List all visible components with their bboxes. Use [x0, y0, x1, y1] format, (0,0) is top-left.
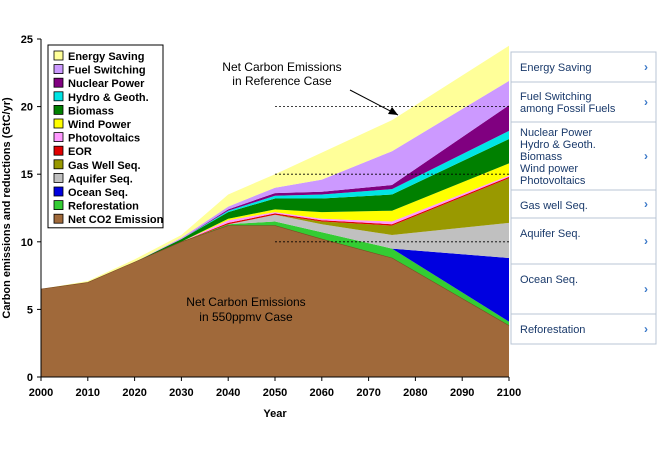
legend-entry: Energy Saving [68, 51, 144, 63]
x-tick-label: 2080 [403, 387, 427, 399]
x-axis-label: Year [263, 408, 287, 420]
legend-entry: Ocean Seq. [68, 187, 128, 199]
legend-entry: Nuclear Power [68, 78, 145, 90]
legend-swatch [53, 91, 64, 102]
legend-entry: EOR [68, 146, 92, 158]
chevron-right-icon: › [644, 282, 648, 296]
y-axis-label: Carbon emissions and reductions (GtC/yr) [1, 97, 13, 319]
reference-annotation-line2: in Reference Case [232, 74, 332, 88]
legend-entry: Biomass [68, 105, 114, 117]
legend-entry: Photovoltaics [68, 133, 140, 145]
legend-swatch [53, 172, 64, 183]
legend-box [47, 44, 164, 229]
x-tick-label: 2030 [169, 387, 193, 399]
y-tick-label: 25 [21, 34, 33, 46]
x-tick-label: 2050 [263, 387, 287, 399]
annotation-arrowhead [388, 107, 398, 115]
legend-entry: Wind Power [68, 119, 132, 131]
side-panel-item-box [510, 263, 657, 315]
y-tick-label: 0 [27, 372, 33, 384]
y-tick-label: 5 [27, 304, 33, 316]
side-panel-item-box [510, 189, 657, 219]
chevron-right-icon: › [644, 95, 648, 109]
side-panel-item-box [510, 121, 657, 191]
legend-swatch [53, 132, 64, 143]
legend-swatch [53, 186, 64, 197]
side-panel-item-label: Hydro & Geoth. [520, 139, 596, 151]
x-tick-label: 2070 [356, 387, 380, 399]
legend-swatch [53, 77, 64, 88]
chevron-right-icon: › [644, 322, 648, 336]
legend-swatch [53, 50, 64, 61]
chevron-right-icon: › [644, 60, 648, 74]
y-tick-label: 10 [21, 237, 33, 249]
x-tick-label: 2060 [310, 387, 334, 399]
side-panel-item-box [510, 217, 657, 265]
legend-entry: Gas Well Seq. [68, 160, 141, 172]
net-annotation-line2: in 550ppmv Case [199, 310, 293, 324]
net-emission-line [40, 225, 510, 326]
x-tick-label: 2010 [76, 387, 100, 399]
legend-entry: Hydro & Geoth. [68, 92, 149, 104]
x-tick-label: 2040 [216, 387, 240, 399]
side-panel-item-label: Nuclear Power [520, 127, 592, 139]
reference-annotation-line1: Net Carbon Emissions [222, 60, 341, 74]
legend-swatch [53, 159, 64, 170]
x-tick-label: 2100 [497, 387, 521, 399]
legend-entry: Reforestation [68, 201, 139, 213]
area-biomass [41, 139, 509, 290]
side-panel-item-label: Ocean Seq. [520, 274, 578, 286]
chevron-right-icon: › [644, 197, 648, 211]
x-tick-label: 2020 [122, 387, 146, 399]
legend-entry: Net CO2 Emission [68, 214, 164, 226]
chevron-right-icon: › [644, 149, 648, 163]
legend-swatch [53, 200, 64, 211]
legend-swatch [53, 64, 64, 74]
legend-swatch [53, 145, 64, 156]
side-panel-item-label: Aquifer Seq. [520, 228, 581, 240]
area-net-co2-emission [41, 225, 509, 377]
net-annotation-line1: Net Carbon Emissions [186, 295, 305, 309]
side-panel-item-box [510, 313, 657, 345]
side-panel-item-label: Biomass [520, 151, 563, 163]
x-tick-label: 2000 [29, 387, 53, 399]
side-panel-item-label: Gas well Seq. [520, 200, 588, 212]
legend-entry: Aquifer Seq. [68, 173, 133, 185]
side-panel-item-label: Photovoltaics [520, 175, 586, 187]
legend-swatch [53, 105, 64, 115]
y-tick-label: 20 [21, 102, 33, 114]
chevron-right-icon: › [644, 234, 648, 248]
side-panel-item-label: among Fossil Fuels [520, 103, 616, 115]
legend-entry: Fuel Switching [68, 65, 146, 77]
x-tick-label: 2090 [450, 387, 474, 399]
legend-swatch [53, 213, 64, 224]
y-tick-label: 15 [21, 169, 33, 181]
side-panel-item-label: Energy Saving [520, 62, 592, 74]
side-panel-item-label: Wind power [520, 163, 578, 175]
legend-swatch [53, 118, 64, 129]
side-panel-item-label: Fuel Switching [520, 91, 592, 103]
side-panel-item-label: Reforestation [520, 324, 585, 336]
